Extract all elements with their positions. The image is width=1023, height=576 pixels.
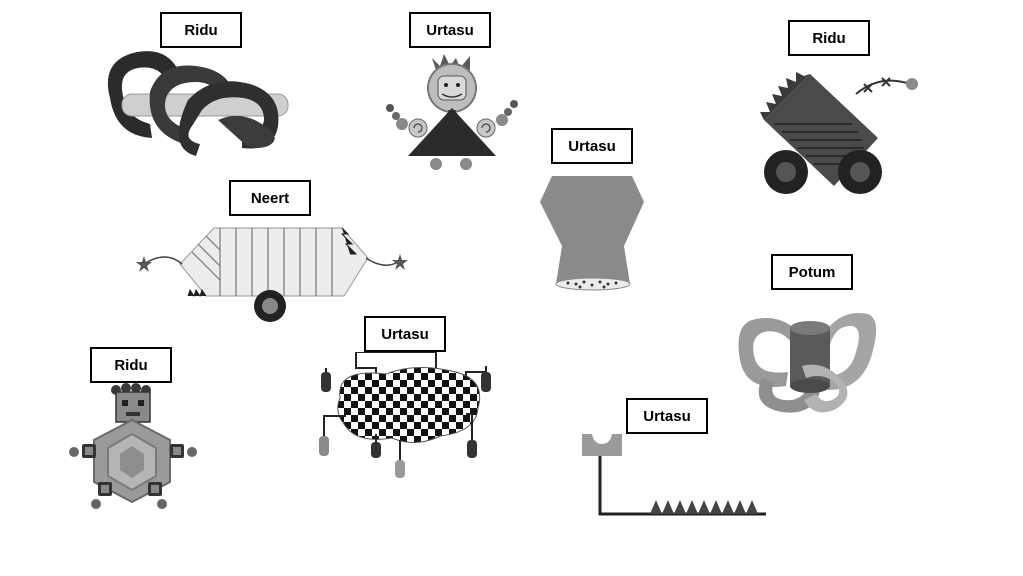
label-neert: Neert — [229, 180, 311, 216]
label-ridu-tank: Ridu — [788, 20, 870, 56]
label-urtasu-hook: Urtasu — [626, 398, 708, 434]
label-urtasu-vase: Urtasu — [551, 128, 633, 164]
hook-spikes-icon — [582, 434, 766, 516]
robot-figure-icon — [386, 54, 518, 170]
hourglass-vase-icon — [540, 176, 644, 291]
hexagon-turtle-icon — [69, 383, 197, 509]
checkered-spider-icon — [319, 352, 491, 478]
label-urtasu-spider: Urtasu — [364, 316, 446, 352]
label-ridu-turtle: Ridu — [90, 347, 172, 383]
wheeled-shell-icon — [136, 227, 408, 322]
label-urtasu-robot: Urtasu — [409, 12, 491, 48]
ribbon-cylinder-icon — [738, 312, 877, 413]
label-ridu-chains: Ridu — [160, 12, 242, 48]
label-potum: Potum — [771, 254, 853, 290]
chain-links-icon — [107, 51, 289, 156]
tank-creature-icon — [760, 72, 918, 194]
